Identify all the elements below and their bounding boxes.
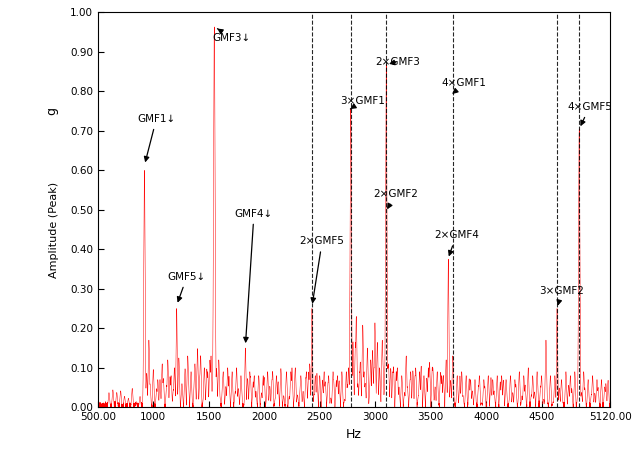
Text: GMF3↓: GMF3↓ — [212, 29, 250, 43]
Text: 3×GMF1: 3×GMF1 — [340, 96, 385, 109]
Text: 2×GMF3: 2×GMF3 — [376, 57, 420, 67]
Text: 3×GMF2: 3×GMF2 — [540, 286, 584, 304]
Text: g: g — [45, 107, 58, 115]
Text: 2×GMF4: 2×GMF4 — [434, 230, 479, 255]
Text: 2×GMF5: 2×GMF5 — [300, 236, 344, 303]
Text: 4×GMF1: 4×GMF1 — [442, 79, 486, 93]
Text: GMF1↓: GMF1↓ — [137, 114, 175, 161]
Text: Amplitude (Peak): Amplitude (Peak) — [49, 181, 60, 277]
Text: GMF5↓: GMF5↓ — [168, 272, 206, 301]
Text: 4×GMF5: 4×GMF5 — [567, 102, 612, 125]
Text: 2×GMF2: 2×GMF2 — [374, 189, 419, 208]
Text: GMF4↓: GMF4↓ — [235, 209, 273, 342]
X-axis label: Hz: Hz — [346, 427, 362, 440]
